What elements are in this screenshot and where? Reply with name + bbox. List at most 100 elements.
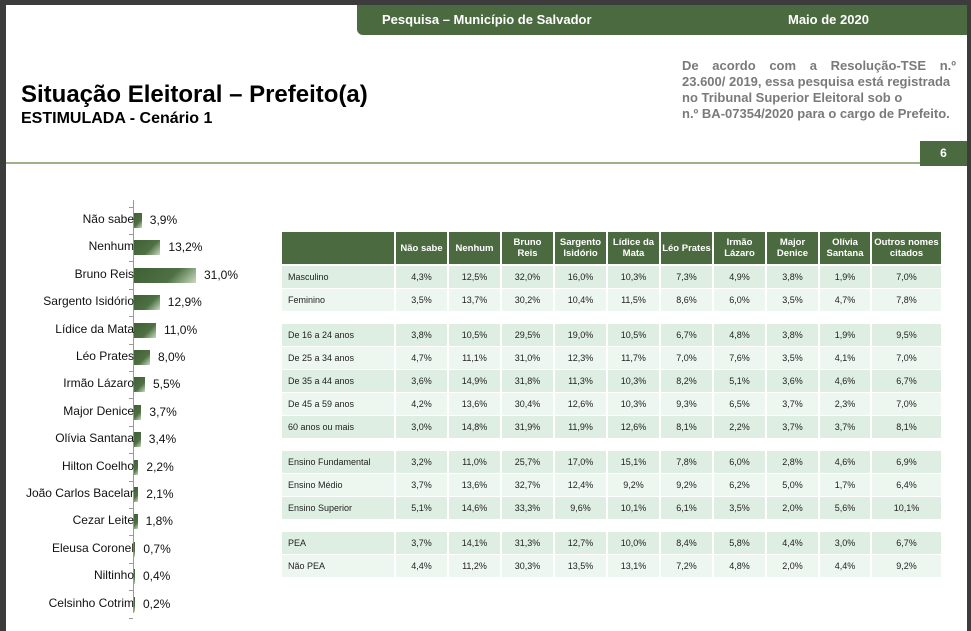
value-label: 3,4% — [148, 432, 177, 447]
note-line: no Tribunal Superior Eleitoral sob o — [682, 90, 903, 105]
table-cell: 10,3% — [608, 370, 659, 392]
spacer-cell — [282, 439, 941, 450]
table-cell: 7,0% — [661, 347, 712, 369]
table-cell: 11,1% — [449, 347, 500, 369]
bar — [134, 487, 139, 502]
table-cell: 9,2% — [608, 474, 659, 496]
axis-tick — [129, 343, 133, 345]
axis-tick — [129, 288, 133, 290]
table-cell: 12,3% — [555, 347, 606, 369]
table-cell: 7,8% — [872, 289, 941, 311]
table-cell: 7,3% — [661, 266, 712, 288]
table-row: Feminino 3,5% 13,7% 30,2% 10,4% 11,5% 8,6% 6,0%… — [282, 289, 941, 311]
chart-axis — [133, 200, 134, 613]
axis-tick — [129, 206, 133, 208]
table-cell: 14,1% — [449, 532, 500, 554]
value-label: 2,1% — [146, 487, 174, 501]
column-header: Irmão Lázaro — [714, 232, 765, 264]
table-cell: 6,7% — [872, 370, 941, 392]
axis-tick — [129, 370, 133, 372]
bar — [134, 240, 161, 256]
table-cell: 6,1% — [661, 497, 712, 519]
table-cell: 4,4% — [396, 555, 447, 577]
table-row: De 25 a 34 anos 4,7% 11,1% 31,0% 12,3% 11,7% 7… — [282, 347, 941, 369]
table-cell: 4,6% — [820, 451, 870, 473]
page-title: Situação Eleitoral – Prefeito(a) — [21, 81, 368, 108]
table-cell: 9,5% — [872, 324, 941, 346]
value-label: 8,0% — [158, 350, 186, 364]
axis-tick — [129, 562, 133, 564]
table-cell: 5,0% — [767, 474, 818, 496]
value-label: 31,0% — [204, 267, 239, 282]
table-cell: 4,4% — [820, 555, 870, 577]
axis-tick — [129, 507, 133, 509]
table-row: PEA 3,7% 14,1% 31,3% 12,7% 10,0% 8,4% 5,8% 4,4% 3… — [282, 532, 941, 554]
table-cell: 3,7% — [396, 474, 447, 496]
note-line: 23.600/ 2019, essa pesquisa está registr… — [682, 74, 951, 89]
bar — [134, 514, 138, 530]
table-row: Ensino Fundamental 3,2% 11,0% 25,7% 17,0% 15,… — [282, 451, 941, 473]
axis-tick — [129, 425, 133, 427]
value-label: 3,9% — [149, 213, 178, 227]
table-cell: 10,1% — [872, 497, 941, 519]
column-header: Nenhum — [449, 232, 500, 264]
table-cell: 1,9% — [820, 266, 870, 288]
table-cell: 12,6% — [555, 393, 606, 415]
table-cell: 30,4% — [502, 393, 553, 415]
column-header: Bruno Reis — [502, 232, 553, 264]
table-cell: 13,5% — [555, 555, 606, 577]
category-label: Olívia Santana — [55, 431, 134, 446]
bar — [134, 213, 142, 228]
table-cell: 4,6% — [820, 370, 870, 392]
spacer-cell — [282, 520, 941, 531]
table-cell: 4,8% — [714, 555, 765, 577]
column-header: Sargento Isidório — [555, 232, 606, 264]
value-label: 12,9% — [167, 295, 202, 310]
table-cell: 3,5% — [767, 347, 818, 369]
row-label: Masculino — [282, 266, 394, 288]
table-cell: 11,3% — [555, 370, 606, 392]
category-label: Cezar Leite — [72, 513, 134, 528]
category-label: Nenhum — [88, 239, 134, 254]
table-cell: 31,3% — [502, 532, 553, 554]
table-cell: 12,5% — [449, 266, 500, 288]
value-label: 11,0% — [164, 322, 198, 337]
table-cell: 14,9% — [449, 370, 500, 392]
value-label: 0,4% — [143, 569, 171, 584]
bar — [134, 569, 135, 585]
value-label: 1,8% — [145, 514, 173, 529]
table-cell: 32,7% — [502, 474, 553, 496]
table-cell: 6,7% — [661, 324, 712, 346]
table-cell: 8,4% — [661, 532, 712, 554]
table-cell: 6,5% — [714, 393, 765, 415]
table-cell: 10,4% — [555, 289, 606, 311]
bar — [134, 350, 150, 365]
table-cell: 3,0% — [396, 416, 447, 438]
table-cell: 14,6% — [449, 497, 500, 519]
row-label: Não PEA — [282, 555, 394, 577]
table-cell: 3,5% — [714, 497, 765, 519]
table-cell: 30,3% — [502, 555, 553, 577]
table-cell: 13,1% — [608, 555, 659, 577]
table-cell: 4,9% — [714, 266, 765, 288]
table-cell: 3,7% — [820, 416, 870, 438]
table-cell: 17,0% — [555, 451, 606, 473]
table-cell: 9,3% — [661, 393, 712, 415]
table-header-row: Não sabe Nenhum Bruno Reis Sargento Isidóri… — [282, 232, 941, 264]
table-cell: 6,0% — [714, 451, 765, 473]
table-cell: 2,8% — [767, 451, 818, 473]
table-cell: 29,5% — [502, 324, 553, 346]
row-label: 60 anos ou mais — [282, 416, 394, 438]
table-row: Masculino 4,3% 12,5% 32,0% 16,0% 10,3% 7,3% 4,9… — [282, 266, 941, 288]
axis-tick — [129, 233, 133, 235]
value-label: 0,2% — [143, 596, 171, 611]
table-row: Não PEA 4,4% 11,2% 30,3% 13,5% 13,1% 7,2% 4,8% 2… — [282, 555, 941, 577]
table-cell: 10,3% — [608, 266, 659, 288]
table-cell: 8,1% — [872, 416, 941, 438]
table-cell: 7,8% — [661, 451, 712, 473]
table-cell: 33,3% — [502, 497, 553, 519]
bar — [134, 459, 139, 475]
table-cell: 9,2% — [661, 474, 712, 496]
table-cell: 10,5% — [449, 324, 500, 346]
value-label: 0,7% — [143, 541, 171, 556]
